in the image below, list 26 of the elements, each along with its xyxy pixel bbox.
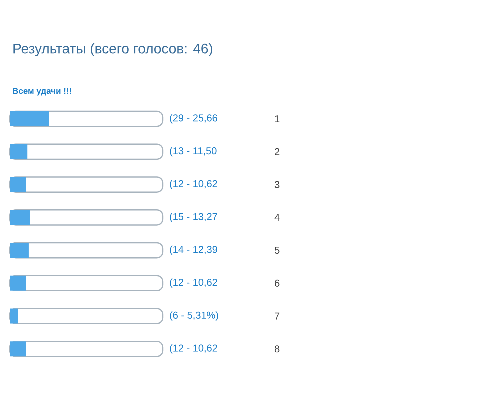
data-label: (6 - 5,31%) [170, 312, 218, 321]
bar [10, 342, 26, 357]
text: Результаты (всего голосов: 46) [14, 43, 213, 57]
bar [10, 308, 18, 324]
data-label: (14 - 12,39 [170, 246, 218, 256]
bar [10, 112, 50, 127]
y-tick-label: 4 [274, 214, 280, 222]
y-tick-label: 5 [274, 247, 280, 254]
bar [10, 243, 29, 258]
y-tick-label: 7 [275, 312, 280, 320]
data-label: (12 - 10,62 [170, 278, 218, 288]
y-tick-label: 8 [274, 346, 280, 353]
bar [10, 144, 28, 160]
y-tick-label: 6 [275, 280, 280, 287]
data-label: (12 - 10,62 [170, 180, 218, 190]
data-label: (12 - 10,62 [170, 344, 218, 354]
bar [10, 177, 26, 192]
y-tick-label: 2 [275, 148, 280, 156]
data-label: (13 - 11,50 [170, 147, 217, 157]
y-tick-label: 1 [275, 116, 280, 122]
y-tick-label: 3 [274, 181, 280, 188]
data-label: (29 - 25,66 [170, 114, 218, 124]
bar [10, 276, 26, 291]
chart-subtitle: Всем удачи !!! [13, 88, 72, 96]
bar [10, 210, 30, 226]
data-label: (15 - 13,27 [170, 213, 218, 222]
